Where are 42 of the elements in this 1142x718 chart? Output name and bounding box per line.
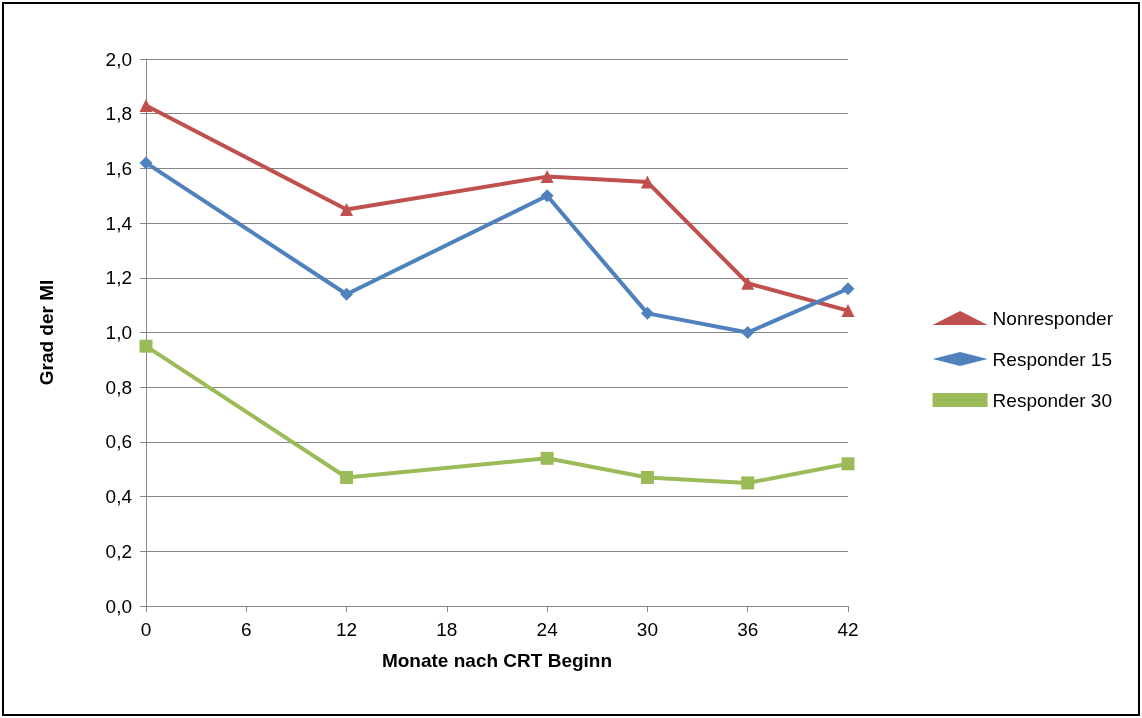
x-tick-label: 18 bbox=[436, 619, 458, 640]
point bbox=[640, 175, 654, 189]
point bbox=[841, 282, 855, 296]
point bbox=[340, 287, 354, 301]
x-tick-label: 30 bbox=[636, 619, 658, 640]
legend-label: Nonresponder bbox=[992, 307, 1114, 329]
x-tick-label: 42 bbox=[837, 619, 859, 640]
x-tick-label: 12 bbox=[336, 619, 358, 640]
point bbox=[841, 457, 855, 471]
point bbox=[741, 276, 755, 290]
point bbox=[139, 156, 153, 170]
y-tick-label: 0,8 bbox=[105, 376, 132, 398]
y-tick-label: 0,0 bbox=[105, 595, 132, 617]
x-tick-label: 0 bbox=[140, 619, 152, 640]
point bbox=[139, 339, 153, 353]
point bbox=[841, 304, 855, 318]
point bbox=[540, 170, 554, 184]
point bbox=[340, 470, 354, 484]
y-tick-label: 0,2 bbox=[105, 540, 132, 562]
y-tick-label: 2,0 bbox=[105, 48, 132, 70]
y-tick-label: 1,4 bbox=[105, 212, 133, 234]
legend-label: Responder 15 bbox=[992, 348, 1112, 370]
point bbox=[741, 476, 755, 490]
point bbox=[741, 326, 755, 339]
y-tick-label: 0,6 bbox=[105, 431, 132, 453]
y-tick-label: 1,8 bbox=[105, 103, 132, 125]
x-axis-title: Monate nach CRT Beginn bbox=[381, 650, 613, 671]
y-tick-label: 1,2 bbox=[105, 267, 132, 289]
legend-label: Responder 30 bbox=[992, 389, 1112, 411]
y-tick-label: 1,6 bbox=[105, 157, 132, 179]
x-tick-label: 24 bbox=[536, 619, 559, 640]
y-axis-title: Grad der MI bbox=[36, 279, 57, 386]
y-tick-label: 1,0 bbox=[105, 322, 132, 343]
point bbox=[640, 470, 654, 484]
point bbox=[340, 202, 354, 216]
point bbox=[540, 451, 554, 465]
point bbox=[640, 306, 654, 320]
point bbox=[540, 189, 554, 203]
point bbox=[139, 99, 153, 112]
y-tick-label: 0,4 bbox=[105, 486, 133, 508]
x-tick-label: 6 bbox=[241, 619, 252, 640]
x-tick-label: 36 bbox=[737, 619, 759, 640]
